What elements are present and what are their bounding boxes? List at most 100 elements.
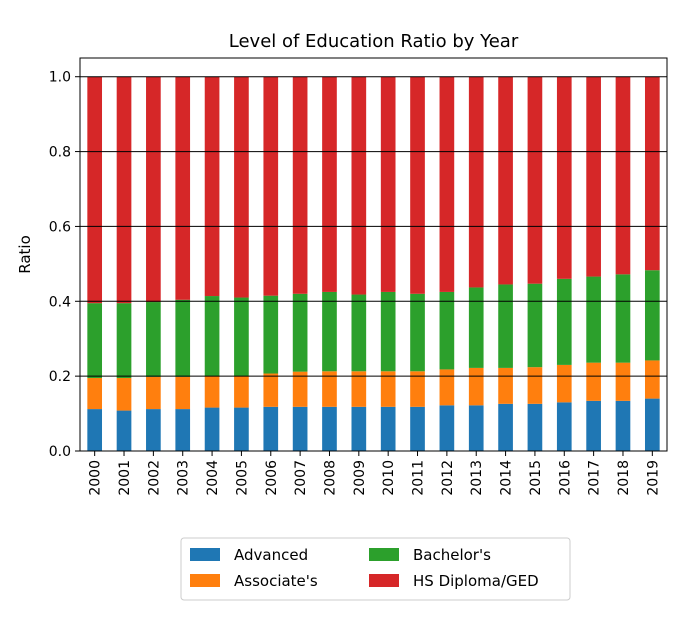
x-tick-label: 2008 [322,460,338,496]
bar-segment [175,409,191,451]
bar-segment [410,76,425,294]
bar-segment [586,400,601,451]
bar-segment [351,76,367,295]
bar-segment [468,367,484,406]
bar-segment [644,270,660,361]
x-tick-label: 2014 [499,460,515,496]
bar-segment [410,371,425,407]
bar-segment [87,76,103,304]
bar-segment [644,398,660,451]
bar-segment [556,364,572,403]
bar-segment [234,407,249,451]
bar-segment [586,276,601,363]
x-tick-label: 2004 [205,460,221,496]
legend-label: HS Diploma/GED [413,572,539,590]
x-axis: 2000 2001 2002 2003 2004 2005 2006 2007 2008 2009… [88,451,661,496]
bar-segment [292,406,308,451]
bar-segment [380,371,396,407]
bar-segment [439,76,455,292]
bar-segment [87,378,103,410]
bar-segment [439,405,455,451]
bar-segment [292,293,308,372]
bar-segment [116,76,132,304]
y-axis: 0.0 0.2 0.4 0.6 0.8 1.0 [49,70,80,460]
legend-swatch [190,548,220,561]
x-tick-label: 2012 [440,460,456,496]
legend-label: Bachelor's [413,546,491,564]
x-tick-label: 2015 [528,460,544,496]
bar-segment [204,407,220,451]
x-tick-label: 2009 [352,460,368,496]
y-axis-label: Ratio [16,235,34,274]
bar-segment [644,360,660,399]
bar-segment [468,287,484,368]
bar-segment [380,291,396,372]
x-tick-label: 2017 [587,460,603,496]
bar-segment [586,76,601,277]
bar-segment [556,402,572,451]
y-tick-label: 0.4 [49,294,71,310]
legend-swatch [369,548,399,561]
bar-segment [351,294,367,372]
bar-segment [116,410,132,451]
legend-box [180,537,571,601]
bar-segment [263,373,279,407]
bar-segment [292,371,308,407]
bar-segment [146,302,161,377]
bar-segment [87,303,103,379]
bar-segment [234,297,249,377]
x-tick-label: 2019 [645,460,661,496]
x-tick-label: 2006 [264,460,280,496]
bar-segment [116,378,132,411]
y-tick-label: 0.2 [49,369,71,385]
bar-segment [234,76,249,298]
bar-segment [175,299,191,377]
bar-segment [498,284,513,368]
bar-segment [615,76,631,275]
legend-swatch [190,574,220,587]
bar-segment [146,409,161,451]
bar-segment [556,278,572,365]
bar-segment [292,76,308,294]
bar-segment [468,76,484,288]
bar-segment [380,406,396,451]
x-tick-label: 2007 [293,460,309,496]
bar-segment [204,76,220,297]
bar-segment [615,400,631,451]
legend-label: Advanced [234,546,308,564]
x-tick-label: 2005 [234,460,250,496]
x-tick-label: 2010 [381,460,397,496]
bar-segment [615,274,631,363]
y-tick-label: 0.6 [49,219,71,235]
bar-segment [498,76,513,285]
bar-segment [322,76,337,292]
plot-frame [79,57,668,452]
bar-segment [498,403,513,451]
bar-segment [263,76,279,296]
bar-segment [527,76,543,284]
bar-segment [175,76,191,300]
bar-segment [175,376,191,410]
bar-segment [527,367,543,404]
legend: Advanced Associate's Bachelor's HS Diploma/… [180,537,571,601]
y-tick-label: 0.0 [49,444,71,460]
bar-segment [146,76,161,303]
x-tick-label: 2018 [616,460,632,496]
bar-segment [439,369,455,406]
bar-segment [527,283,543,368]
bar-segment [263,295,279,374]
bar-segment [204,296,220,377]
x-tick-label: 2003 [176,460,192,496]
bar-segment [146,376,161,410]
y-tick-label: 0.8 [49,145,71,161]
x-tick-label: 2002 [146,460,162,496]
x-tick-label: 2011 [411,460,427,496]
y-tick-label: 1.0 [49,70,71,86]
bar-segment [644,76,660,271]
bar-segment [498,367,513,404]
bar-segment [615,362,631,401]
chart-title: Level of Education Ratio by Year [229,31,519,52]
bar-segment [586,362,601,401]
